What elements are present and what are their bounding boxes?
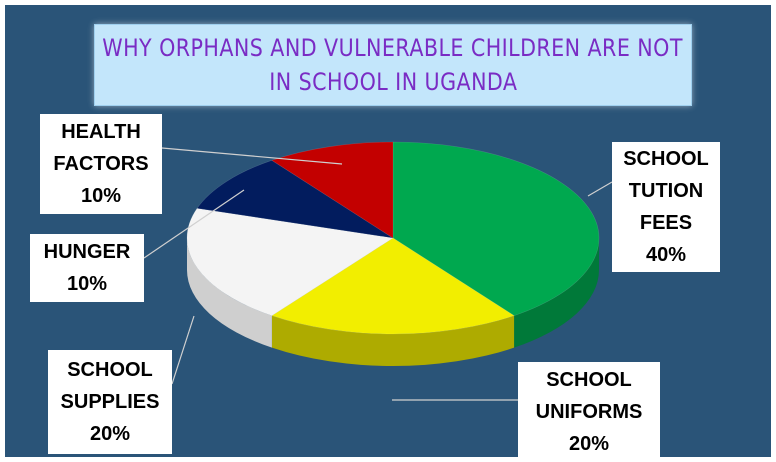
leader-line-school-supplies bbox=[171, 315, 195, 385]
slice-label-text: TUTION bbox=[628, 180, 704, 202]
slice-percent-text: 10% bbox=[80, 185, 122, 207]
pie-side-school-tution-fees bbox=[514, 238, 599, 348]
leader-line-hunger bbox=[143, 189, 245, 259]
pie-slice-school-uniforms bbox=[271, 237, 515, 335]
slice-label-school-supplies: SCHOOL SUPPLIES 20% bbox=[48, 350, 172, 454]
pie-slice-hunger bbox=[196, 160, 394, 239]
slice-label-text: FACTORS bbox=[53, 153, 149, 175]
slice-label-hunger: HUNGER 10% bbox=[30, 234, 144, 302]
slice-percent-text: 20% bbox=[89, 423, 131, 445]
slice-percent-text: 20% bbox=[568, 433, 610, 455]
slice-label-text: HUNGER bbox=[43, 241, 131, 263]
slice-label-text: FEES bbox=[639, 212, 693, 234]
pie-slice-school-supplies bbox=[186, 208, 394, 316]
pie-side-school-uniforms bbox=[271, 315, 515, 366]
slice-label-school-tution-fees: SCHOOL TUTION FEES 40% bbox=[612, 142, 720, 272]
chart-title-line-1: WHY ORPHANS AND VULNERABLE CHILDREN ARE … bbox=[102, 34, 684, 62]
slice-label-school-uniforms: SCHOOL UNIFORMS 20% bbox=[518, 362, 660, 462]
leader-line-school-tution-fees bbox=[587, 181, 613, 197]
leader-line-health-factors bbox=[161, 147, 343, 165]
slice-label-text: SCHOOL bbox=[67, 359, 153, 381]
slice-label-text: SUPPLIES bbox=[60, 391, 160, 413]
pie-side-school-supplies bbox=[187, 238, 272, 348]
pie-slice-school-tution-fees bbox=[392, 141, 600, 316]
slice-label-text: UNIFORMS bbox=[535, 401, 643, 423]
slice-label-text: HEALTH bbox=[61, 121, 141, 143]
slice-label-text: SCHOOL bbox=[623, 148, 709, 170]
slice-percent-text: 10% bbox=[66, 273, 108, 295]
slice-label-text: SCHOOL bbox=[546, 369, 632, 391]
slice-label-health-factors: HEALTH FACTORS 10% bbox=[40, 114, 162, 214]
chart-title-line-2: IN SCHOOL IN UGANDA bbox=[268, 68, 518, 96]
slice-percent-text: 40% bbox=[645, 244, 687, 266]
chart-title-box: WHY ORPHANS AND VULNERABLE CHILDREN ARE … bbox=[94, 24, 692, 106]
